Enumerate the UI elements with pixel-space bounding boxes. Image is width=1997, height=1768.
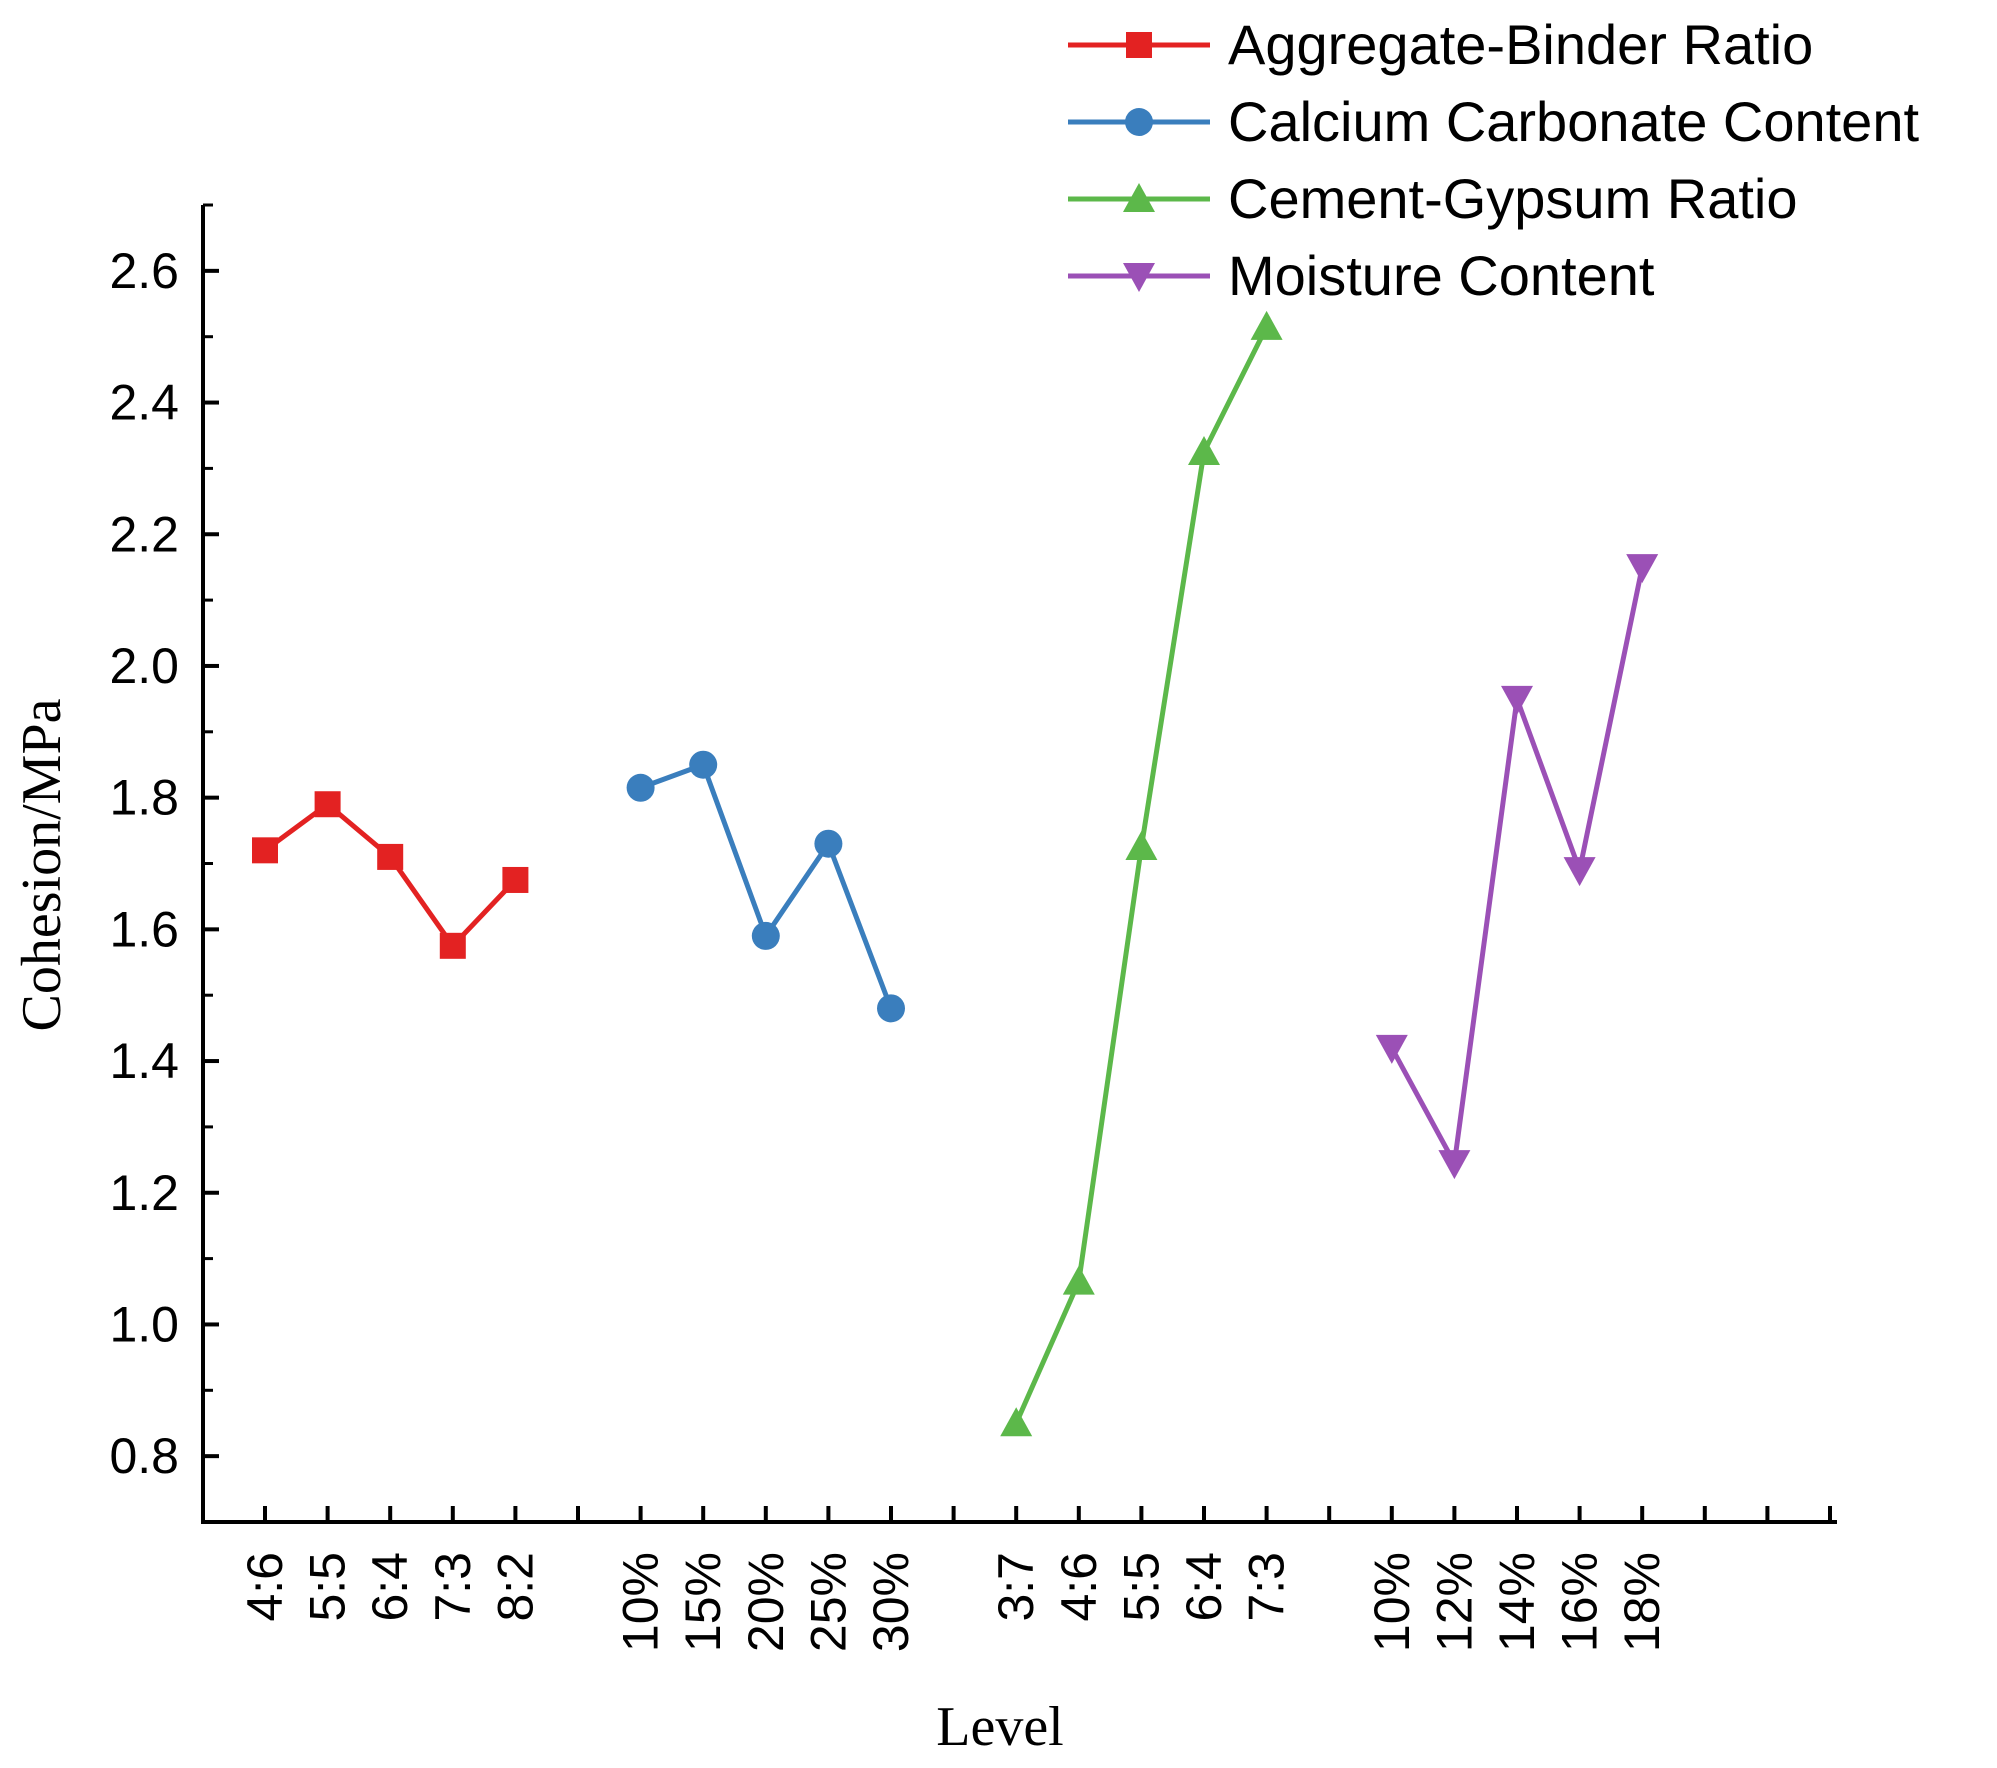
y-tick-label: 2.6 <box>109 243 179 299</box>
y-tick-label: 2.4 <box>109 375 179 431</box>
legend-marker <box>1123 263 1155 292</box>
x-tick-label: 4:6 <box>1051 1552 1107 1622</box>
data-point <box>1626 554 1659 584</box>
legend-label: Calcium Carbonate Content <box>1228 90 1919 153</box>
y-tick-label: 1.0 <box>109 1296 179 1352</box>
legend-marker <box>1123 183 1155 212</box>
legend-marker <box>1126 32 1152 58</box>
y-tick-label: 2.0 <box>109 638 179 694</box>
y-tick-label: 1.6 <box>109 901 179 957</box>
x-tick-label: 7:3 <box>1239 1552 1295 1622</box>
series-0 <box>252 791 529 959</box>
legend-label: Aggregate-Binder Ratio <box>1228 13 1813 76</box>
x-tick-label: 15% <box>675 1552 731 1652</box>
x-tick-label: 12% <box>1426 1552 1482 1652</box>
x-tick-label: 4:6 <box>237 1552 293 1622</box>
y-tick-label: 0.8 <box>109 1428 179 1484</box>
x-tick-label: 6:4 <box>1176 1552 1232 1622</box>
data-point <box>252 837 278 864</box>
x-tick-label: 5:5 <box>1113 1552 1169 1622</box>
data-point <box>1375 1034 1408 1064</box>
data-point <box>1062 1265 1095 1295</box>
data-point <box>814 829 843 858</box>
y-tick-label: 1.4 <box>109 1033 179 1089</box>
data-point <box>877 994 905 1023</box>
x-tick-label: 14% <box>1489 1552 1545 1652</box>
data-point <box>1000 1407 1033 1437</box>
legend-marker <box>1125 108 1153 136</box>
series-1 <box>626 750 905 1023</box>
x-tick-label: 18% <box>1614 1552 1670 1652</box>
data-point <box>689 750 718 779</box>
x-tick-label: 6:4 <box>362 1552 418 1622</box>
data-point <box>314 791 341 818</box>
series-line <box>263 801 518 949</box>
series-group <box>252 310 1659 1437</box>
x-tick-label: 16% <box>1552 1552 1608 1652</box>
legend-item: Cement-Gypsum Ratio <box>1068 167 1798 230</box>
data-point <box>502 866 529 893</box>
x-tick-label: 3:7 <box>988 1552 1044 1622</box>
axes: 0.81.01.21.41.61.82.02.22.42.64:6 5:5 6:4 7… <box>109 203 1837 1652</box>
series-line <box>1389 566 1645 1166</box>
x-tick-label: 10% <box>1364 1552 1420 1652</box>
data-point <box>439 932 466 959</box>
data-point <box>1188 435 1220 465</box>
x-tick-label: 8:2 <box>487 1552 543 1622</box>
series-line <box>1013 325 1269 1425</box>
data-point <box>1250 310 1283 340</box>
x-tick-label: 5:5 <box>300 1552 356 1622</box>
legend-label: Cement-Gypsum Ratio <box>1228 167 1798 230</box>
legend-item: Aggregate-Binder Ratio <box>1068 13 1813 76</box>
y-axis-title: Cohesion/MPa <box>11 698 73 1031</box>
y-tick-label: 1.8 <box>109 770 179 826</box>
x-tick-label: 10% <box>613 1552 669 1652</box>
data-point <box>1501 685 1533 715</box>
y-tick-label: 2.2 <box>109 506 179 562</box>
legend: Aggregate-Binder Ratio Calcium Carbonate … <box>1068 13 1919 307</box>
series-line <box>639 762 894 1010</box>
y-tick-label: 1.2 <box>109 1165 179 1221</box>
legend-item: Moisture Content <box>1068 244 1655 307</box>
x-axis-title: Level <box>936 1696 1063 1758</box>
x-tick-label: 7:3 <box>425 1552 481 1622</box>
x-tick-label: 30% <box>863 1552 919 1652</box>
data-point <box>751 921 780 950</box>
data-point <box>1563 857 1596 887</box>
data-point <box>1125 831 1158 861</box>
series-2 <box>1000 310 1283 1437</box>
data-point <box>377 843 404 870</box>
x-tick-label: 20% <box>738 1552 794 1652</box>
series-3 <box>1375 554 1659 1180</box>
x-tick-label: 25% <box>800 1552 856 1652</box>
legend-item: Calcium Carbonate Content <box>1068 90 1919 153</box>
data-point <box>1438 1150 1471 1180</box>
legend-label: Moisture Content <box>1228 244 1655 307</box>
data-point <box>626 773 655 802</box>
